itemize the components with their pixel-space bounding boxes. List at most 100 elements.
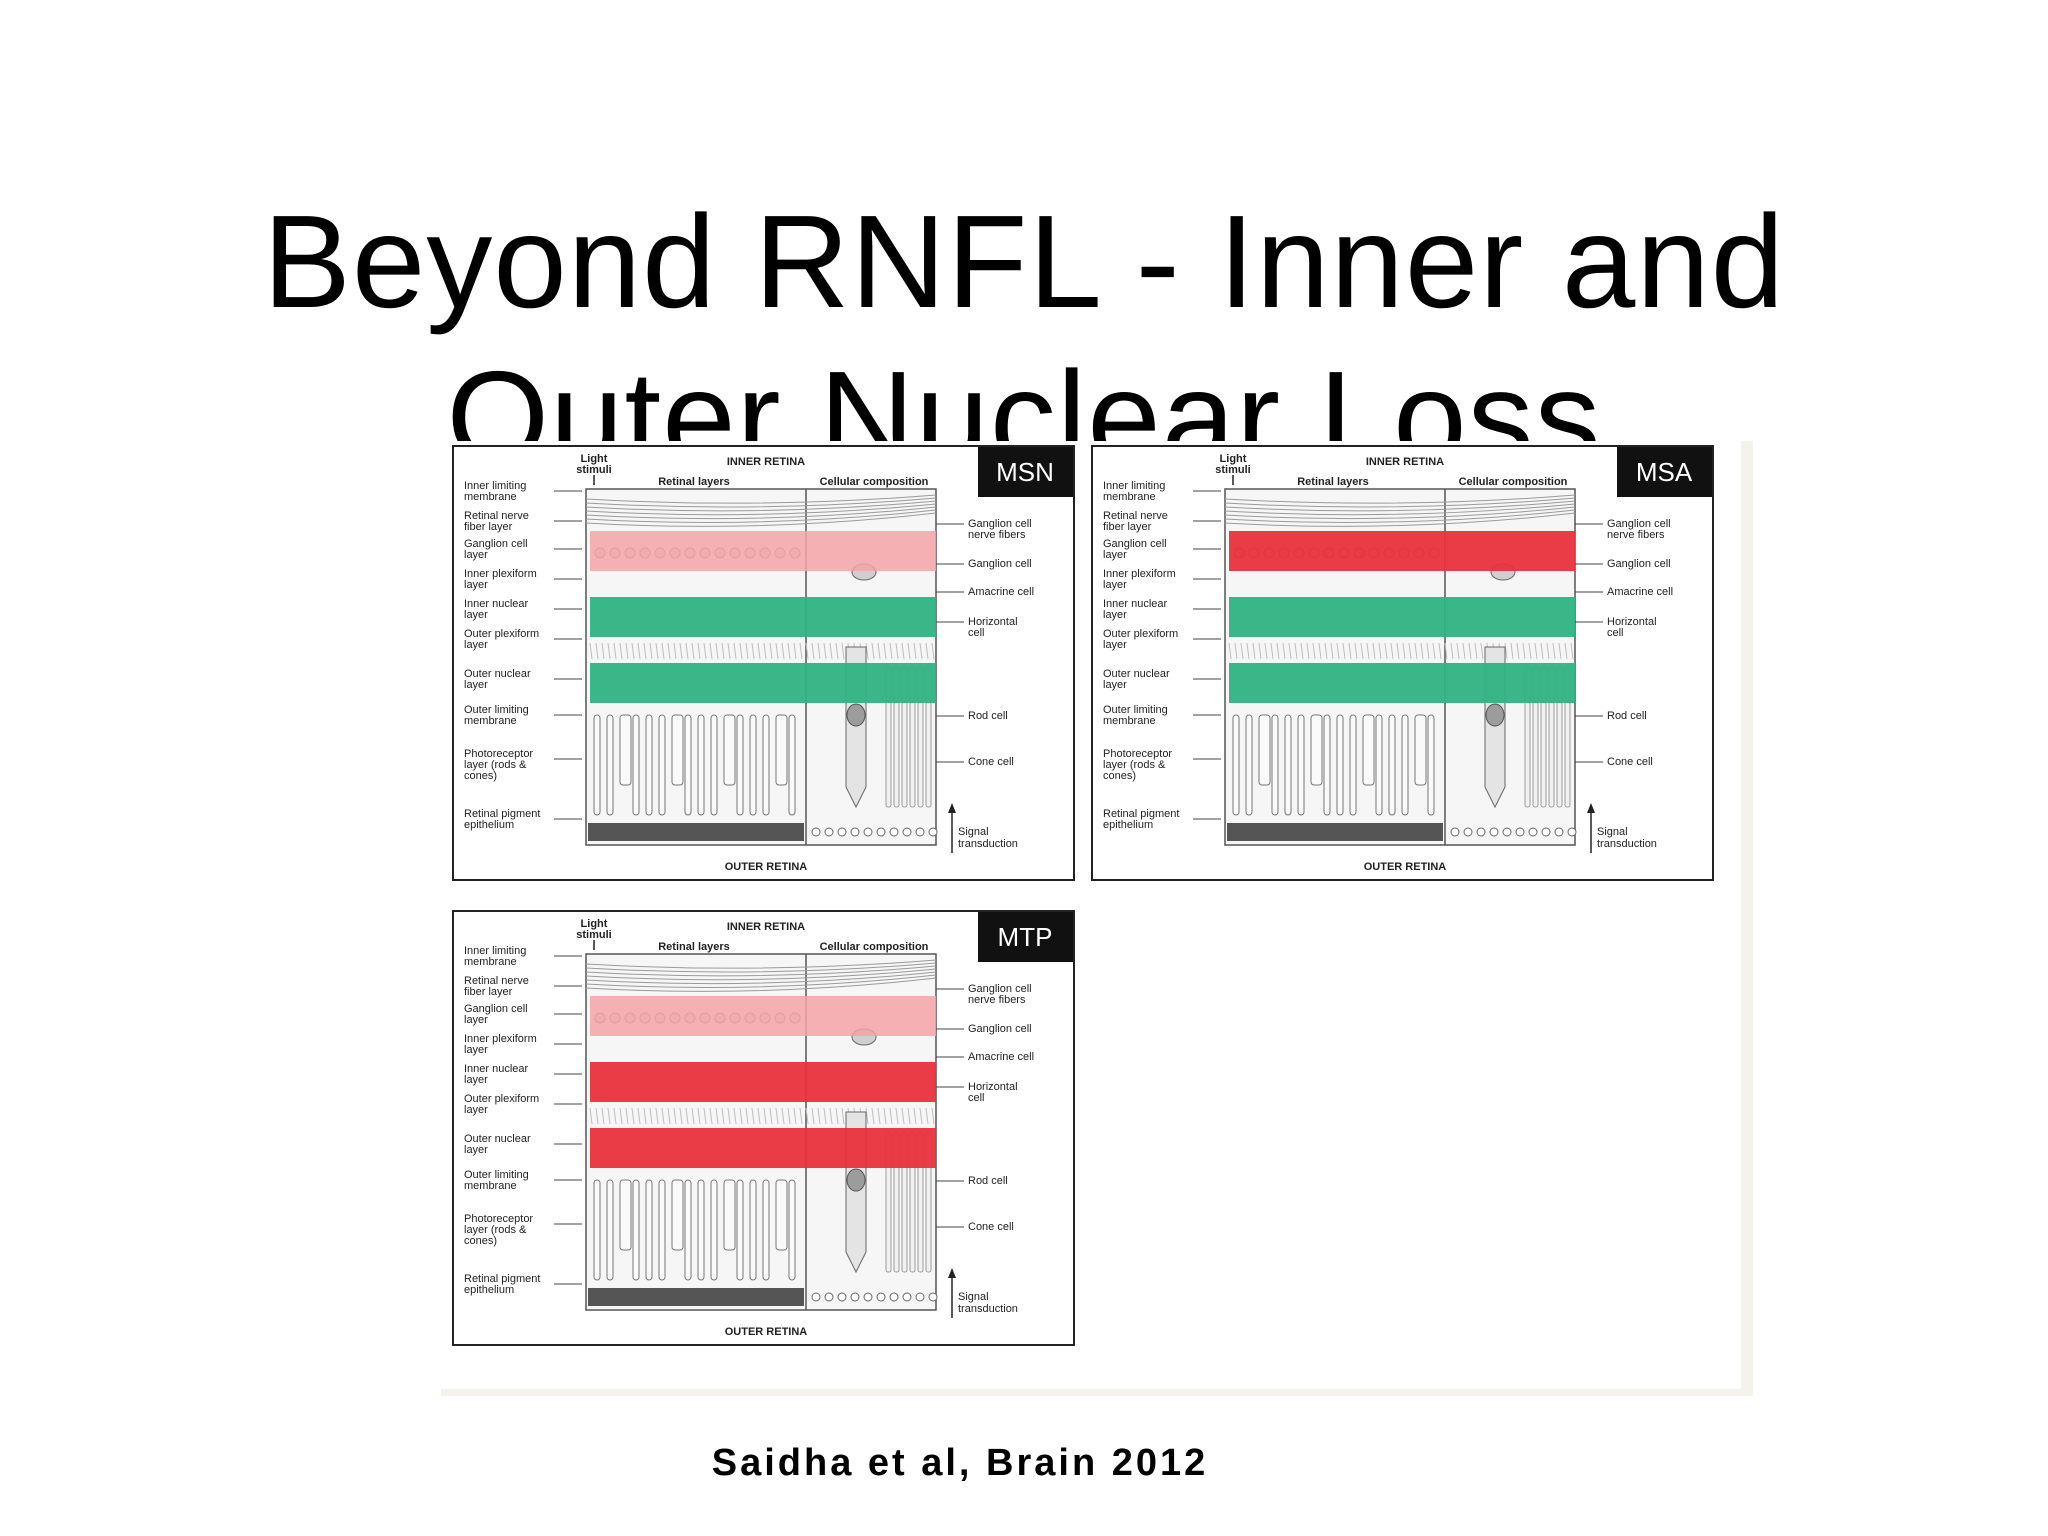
rpe-cell [876, 827, 886, 837]
cell-label: nerve fibers [968, 529, 1026, 541]
plexiform-hatch [589, 642, 593, 660]
cell-label: cell [968, 1092, 985, 1104]
plexiform-hatch [1444, 642, 1448, 660]
nerve-fiber-line [585, 509, 937, 523]
plexiform-hatch [673, 642, 677, 660]
plexiform-hatch [1234, 642, 1238, 660]
rod-cell [658, 714, 666, 816]
layer-label: layer [464, 1014, 488, 1026]
layer-label: Outer limiting [464, 1169, 529, 1181]
plexiform-hatch [1522, 642, 1526, 660]
cell-label: Horizontal [968, 616, 1018, 628]
plexiform-hatch [799, 1107, 803, 1125]
plexiform-hatch [1348, 642, 1352, 660]
nerve-fiber-line [1224, 497, 1576, 508]
plexiform-hatch [631, 642, 635, 660]
plexiform-hatch [793, 642, 797, 660]
plexiform-hatch [637, 642, 641, 660]
plexiform-hatch [763, 1107, 767, 1125]
rod-cell [684, 714, 692, 816]
plexiform-hatch [595, 1107, 599, 1125]
cellular-composition-header: Cellular composition [1459, 476, 1568, 488]
rpe-cell [863, 1292, 873, 1302]
layer-label: layer [1103, 609, 1127, 621]
outer-nuclear-layer-highlight [590, 1128, 936, 1168]
plexiform-hatch [925, 642, 929, 660]
rpe-cell [824, 827, 834, 837]
cell-nucleus-detail [846, 703, 866, 727]
rpe-cell [915, 827, 925, 837]
plexiform-hatch [685, 1107, 689, 1125]
rod-cell [1336, 714, 1344, 816]
plexiform-hatch [1558, 642, 1562, 660]
retina-panel-msa: Light stimuli INNER RETINA Retinal layers Ce… [1091, 445, 1714, 881]
plexiform-hatch [895, 642, 899, 660]
rpe-cell [1515, 827, 1525, 837]
rpe-cell [1450, 827, 1460, 837]
retina-panel-msn: Light stimuli INNER RETINA Retinal layers Ce… [452, 445, 1075, 881]
plexiform-hatch [1414, 642, 1418, 660]
plexiform-hatch [1372, 642, 1376, 660]
cell-label: Horizontal [1607, 616, 1657, 628]
cone-cell [723, 1179, 736, 1251]
panel-badge-label: MSN [996, 457, 1054, 487]
nerve-fiber-line [585, 500, 937, 512]
plexiform-hatch [1438, 642, 1442, 660]
layer-label: Retinal nerve [464, 975, 529, 987]
plexiform-hatch [931, 642, 935, 660]
plexiform-hatch [841, 1107, 845, 1125]
signal-label: transduction [958, 1303, 1018, 1315]
cone-cell [1362, 714, 1375, 786]
layer-label: layer [1103, 549, 1127, 561]
rpe-band [588, 1288, 804, 1306]
plexiform-hatch [607, 1107, 611, 1125]
plexiform-hatch [1450, 642, 1454, 660]
inner-retina-header: INNER RETINA [727, 456, 805, 468]
plexiform-hatch [727, 1107, 731, 1125]
retina-panel-mtp: Light stimuli INNER RETINA Retinal layers Ce… [452, 910, 1075, 1346]
layer-label: membrane [1103, 715, 1156, 727]
cell-label: nerve fibers [1607, 529, 1665, 541]
plexiform-hatch [727, 642, 731, 660]
rpe-cell [1502, 827, 1512, 837]
rod-cell [606, 1179, 614, 1281]
cell-label: Amacrine cell [968, 586, 1034, 598]
layer-label: Inner plexiform [464, 568, 537, 580]
inner-retina-header: INNER RETINA [1366, 456, 1444, 468]
plexiform-hatch [907, 1107, 911, 1125]
layer-label: Retinal nerve [1103, 510, 1168, 522]
outer-nuclear-layer-highlight [590, 663, 936, 703]
layer-label: Retinal pigment [464, 1273, 540, 1285]
plexiform-hatch [655, 642, 659, 660]
plexiform-hatch [637, 1107, 641, 1125]
layer-label: layer [464, 609, 488, 621]
plexiform-hatch [721, 642, 725, 660]
light-stimuli-label: stimuli [1215, 464, 1250, 476]
outer-nuclear-layer-highlight [1229, 663, 1575, 703]
title-line-1: Beyond RNFL - Inner and [262, 188, 1786, 336]
plexiform-hatch [889, 642, 893, 660]
nerve-fiber-line [585, 503, 937, 516]
plexiform-hatch [775, 1107, 779, 1125]
plexiform-hatch [931, 1107, 935, 1125]
ganglion-layer-highlight [1229, 531, 1575, 571]
outer-retina-header: OUTER RETINA [725, 1326, 808, 1338]
layer-label: fiber layer [464, 986, 513, 998]
cone-cell [775, 714, 788, 786]
plexiform-hatch [739, 642, 743, 660]
layer-label: layer [1103, 639, 1127, 651]
cone-cell [723, 714, 736, 786]
cell-label: Ganglion cell [968, 983, 1032, 995]
plexiform-hatch [1294, 642, 1298, 660]
plexiform-hatch [763, 642, 767, 660]
signal-arrowhead-icon [948, 803, 956, 813]
panel-badge [978, 912, 1073, 962]
plexiform-hatch [1456, 642, 1460, 660]
signal-arrowhead-icon [948, 1268, 956, 1278]
plexiform-hatch [901, 642, 905, 660]
plexiform-hatch [817, 1107, 821, 1125]
plexiform-hatch [835, 1107, 839, 1125]
plexiform-hatch [883, 642, 887, 660]
layer-label: membrane [464, 715, 517, 727]
